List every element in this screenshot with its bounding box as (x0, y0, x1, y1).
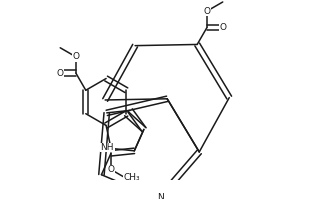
Text: NH: NH (101, 143, 114, 152)
Text: O: O (203, 7, 211, 16)
Text: O: O (56, 68, 63, 78)
Text: O: O (220, 23, 227, 32)
Text: CH₃: CH₃ (123, 173, 140, 182)
Text: O: O (72, 52, 79, 61)
Text: N: N (157, 193, 164, 199)
Text: O: O (108, 165, 114, 174)
